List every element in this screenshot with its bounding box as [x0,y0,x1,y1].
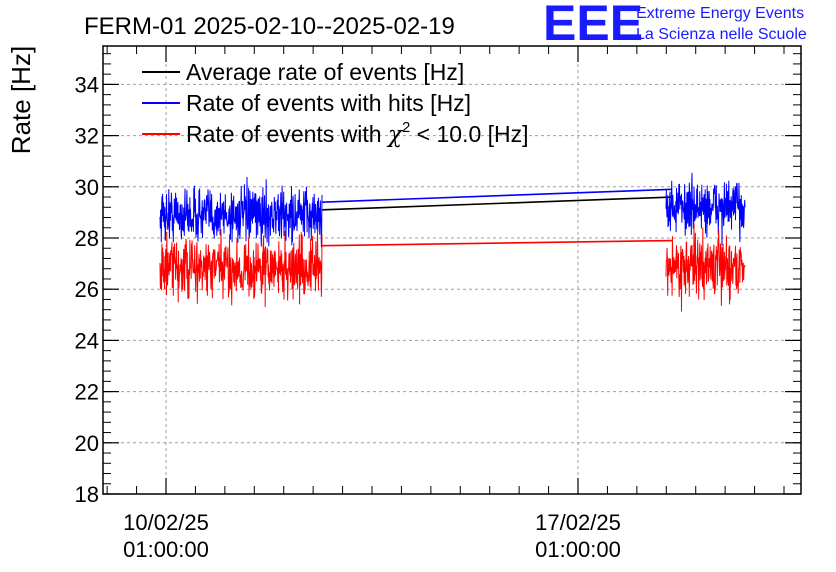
y-tick-labels: 18 20 22 24 26 28 30 32 34 [75,72,99,507]
x-tick-label-time: 01:00:00 [535,537,621,562]
logo: EEE Extreme Energy Events La Scienza nel… [543,0,807,51]
logo-line-1: Extreme Energy Events [636,5,804,22]
legend-label-hits: Rate of events with hits [Hz] [186,90,471,116]
y-tick-label: 32 [75,124,99,149]
y-tick-label: 26 [75,277,99,302]
logo-line-2: La Scienza nelle Scuole [636,26,807,43]
legend: Average rate of events [Hz] Rate of even… [142,59,529,148]
plot-frame [102,45,802,495]
grid-lines [103,46,801,494]
chart-title: FERM-01 2025-02-10--2025-02-19 [84,13,455,40]
x-tick-label-date: 10/02/25 [123,510,209,535]
series-connector-2 [321,239,673,247]
series-noise-2-block-1 [665,223,746,312]
eee-logo-letters: EEE [543,0,643,51]
y-tick-label: 30 [75,175,99,200]
y-tick-label: 34 [75,72,99,97]
x-tick-label-time: 01:00:00 [123,537,209,562]
y-tick-label: 28 [75,226,99,251]
y-tick-label: 24 [75,328,99,353]
x-tick-label-date: 17/02/25 [535,510,621,535]
y-axis-label: Rate [Hz] [6,46,36,154]
legend-label-chi2: Rate of events with χ2 < 10.0 [Hz] [186,119,529,148]
series-noise-1-block-1 [665,172,746,246]
series-layer [159,172,746,312]
y-tick-label: 22 [75,380,99,405]
y-tick-label: 20 [75,431,99,456]
axis-ticks [103,46,801,495]
series-noise-1-block-0 [159,176,323,248]
series-noise-2-block-0 [159,229,323,308]
series-connector-0 [321,196,673,211]
legend-label-average: Average rate of events [Hz] [186,59,464,85]
series-connector-1 [321,188,673,203]
y-tick-label: 18 [75,482,99,507]
